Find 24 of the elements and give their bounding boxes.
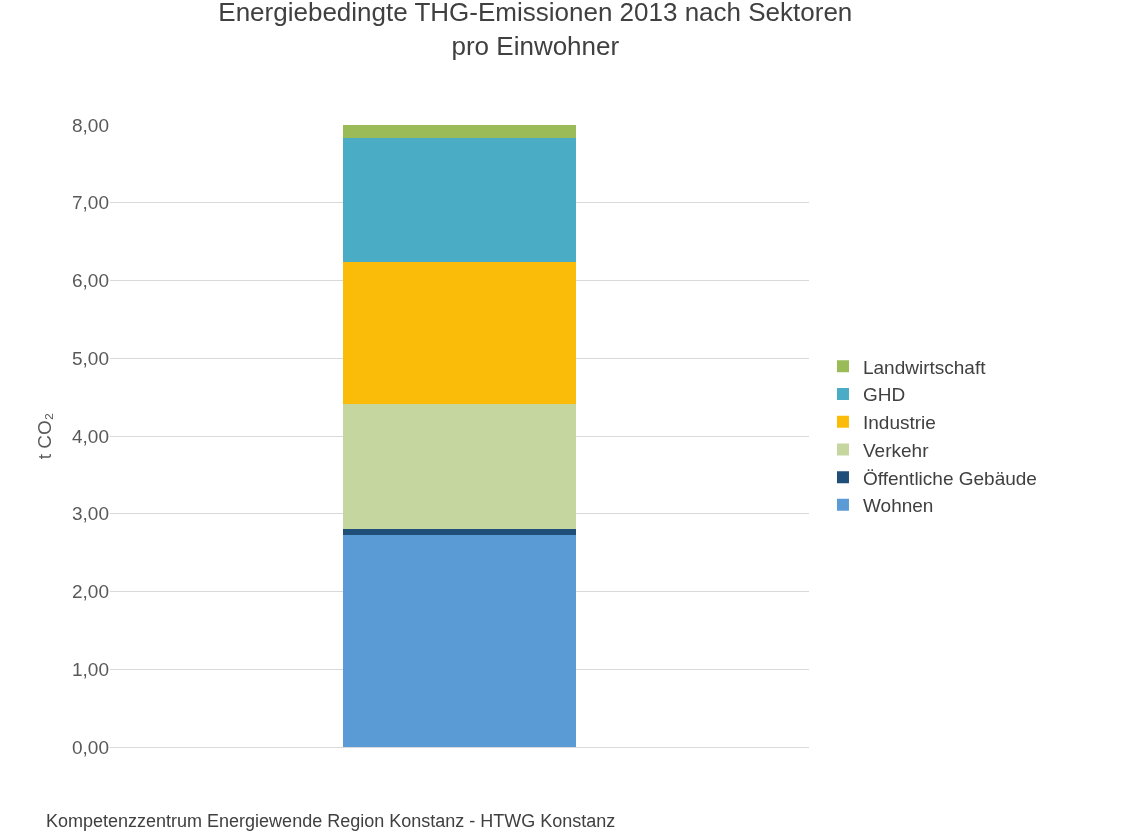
legend-label: Wohnen xyxy=(862,495,934,517)
y-tick-label: 1,00 xyxy=(72,658,109,680)
legend-label: Industrie xyxy=(862,412,936,434)
bar xyxy=(343,138,576,262)
bar xyxy=(343,404,576,530)
y-axis-title: t CO₂ xyxy=(33,412,55,460)
text: Kompetenzzentrum Energiewende Region Konstanz - HTWG Konstanz xyxy=(46,811,616,831)
legend-label: GHD xyxy=(862,384,906,406)
bar xyxy=(343,261,576,405)
legend-label: Landwirtschaft xyxy=(862,356,987,378)
y-tick-label: 2,00 xyxy=(72,581,109,603)
y-tick-label: 6,00 xyxy=(72,270,109,292)
y-tick-label: 3,00 xyxy=(72,503,109,525)
y-tick-label: 8,00 xyxy=(72,114,109,136)
bar xyxy=(343,125,576,139)
legend-label: Öffentliche Gebäude xyxy=(862,467,1037,489)
legend-label: Verkehr xyxy=(862,439,930,461)
chart-title: Energiebedingte THG-Emissionen 2013 nach Sektoren pro Einwohner xyxy=(218,0,853,61)
y-tick-label: 7,00 xyxy=(72,192,109,214)
bar xyxy=(343,529,576,535)
bar xyxy=(343,534,576,747)
y-tick-label: 0,00 xyxy=(72,736,109,758)
y-tick-label: 4,00 xyxy=(72,425,109,447)
y-tick-label: 5,00 xyxy=(72,347,109,369)
